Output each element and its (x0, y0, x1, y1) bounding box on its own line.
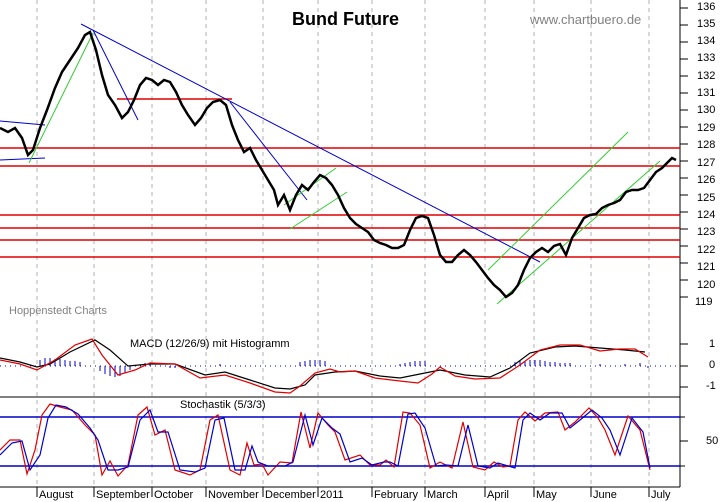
price-tick: 127 (697, 157, 716, 169)
price-tick: 135 (697, 18, 716, 30)
price-tick: 121 (697, 261, 716, 273)
month-label: October (154, 489, 194, 501)
month-label: December (265, 489, 316, 501)
month-label: September (96, 489, 150, 501)
month-label: April (487, 489, 510, 501)
stoch-tick: 50 (706, 435, 719, 447)
price-series (0, 30, 677, 299)
price-tick: 124 (697, 209, 716, 221)
month-label: March (427, 489, 458, 501)
macd-tick: 0 (709, 359, 716, 371)
macd-tick: 1 (709, 338, 716, 350)
month-label: August (39, 489, 74, 501)
price-tick: 129 (697, 122, 716, 134)
price-tick: 123 (697, 226, 716, 238)
month-label: July (651, 489, 671, 501)
price-tick: 133 (697, 52, 716, 64)
month-label: June (593, 489, 617, 501)
price-tick: 119 (695, 296, 713, 308)
stochastic-label: Stochastik (5/3/3) (180, 399, 266, 411)
stoch-reference-lines (0, 416, 680, 467)
month-label: February (374, 489, 419, 501)
price-tick: 134 (697, 35, 716, 47)
price-tick: 126 (697, 174, 716, 186)
month-gridlines (36, 0, 650, 487)
provider-label: Hoppenstedt Charts (9, 305, 107, 317)
chart-title: Bund Future (292, 9, 399, 29)
macd-histogram (39, 358, 649, 377)
stoch-k-line (0, 403, 651, 478)
macd-label: MACD (12/26/9) mit Histogramm (130, 338, 290, 350)
month-label: November (208, 489, 259, 501)
macd-line (0, 339, 646, 390)
price-tick: 132 (697, 70, 716, 82)
price-tick: 130 (697, 104, 716, 116)
resistance-lines (0, 98, 680, 258)
macd-signal-line (0, 338, 649, 394)
price-tick: 122 (697, 244, 716, 256)
stoch-d-line (0, 404, 651, 473)
price-tick: 128 (697, 139, 716, 151)
macd-tick: -1 (706, 380, 716, 392)
month-label: 2011 (320, 489, 344, 501)
price-tick: 131 (697, 87, 716, 99)
price-tick: 136 (697, 1, 716, 13)
price-tick: 125 (697, 192, 716, 204)
y-axis (0, 0, 688, 497)
watermark-url: www.chartbuero.de (530, 12, 642, 27)
downtrend-lines (0, 23, 541, 263)
price-tick: 120 (697, 279, 716, 291)
month-label: May (536, 489, 557, 501)
uptrend-channels (28, 32, 661, 305)
